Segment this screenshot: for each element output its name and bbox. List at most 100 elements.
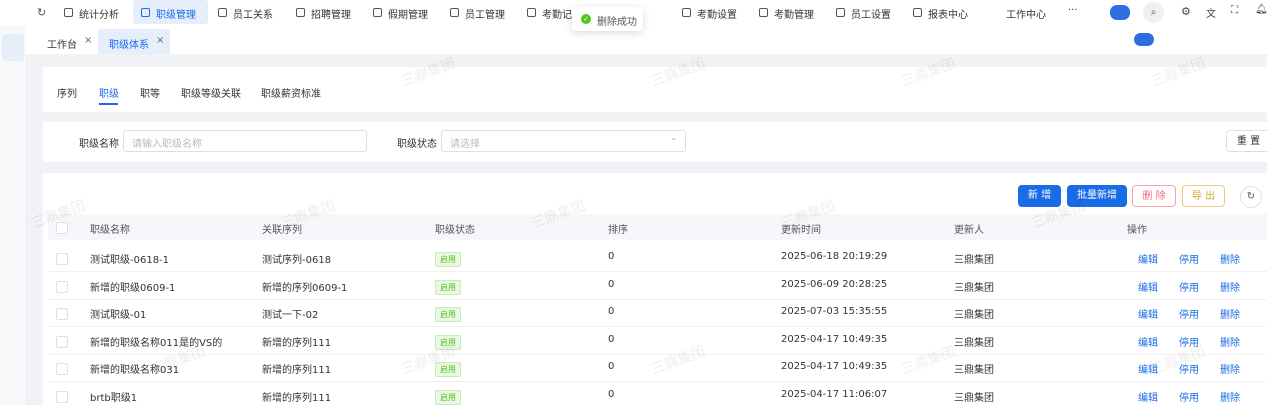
sub-tab[interactable]: 职级等级关联 — [181, 89, 241, 100]
row-checkbox[interactable] — [56, 335, 68, 348]
row-checkbox[interactable] — [56, 363, 68, 376]
nav-item[interactable]: 考勤记 — [542, 10, 572, 21]
cell: 测试一下-02 — [262, 310, 319, 322]
row-action[interactable]: 编辑 — [1138, 393, 1158, 404]
cell: 2025-04-17 10:49:35 — [781, 333, 888, 345]
sub-tab[interactable]: 职等 — [140, 89, 160, 100]
sidebar — [0, 26, 27, 405]
status-tag: 启用 — [435, 279, 461, 295]
nav-item[interactable]: 考勤设置 — [697, 10, 737, 21]
cell: 三鼎集团 — [954, 337, 994, 349]
sub-tab-card — [43, 67, 1267, 112]
row-checkbox[interactable] — [56, 391, 68, 403]
row-action[interactable]: 删除 — [1220, 337, 1240, 349]
cell: 新增的序列111 — [262, 393, 332, 404]
sidebar-item[interactable] — [2, 34, 24, 61]
nav-item[interactable]: 假期管理 — [388, 10, 428, 21]
tab-close[interactable]: × — [156, 35, 165, 46]
add-button[interactable]: 新 增 — [1018, 185, 1061, 207]
column-header: 更新人 — [954, 225, 984, 236]
name-input[interactable] — [123, 130, 367, 152]
cell: 测试职级-01 — [90, 310, 147, 322]
status-tag: 启用 — [435, 390, 461, 405]
row-action[interactable]: 编辑 — [1138, 255, 1158, 266]
row-action[interactable]: 停用 — [1179, 282, 1199, 294]
row-action[interactable]: 删除 — [1220, 393, 1240, 404]
nav-item[interactable]: 工作中心 — [1006, 10, 1046, 21]
cell: 三鼎集团 — [954, 365, 994, 377]
nav-more[interactable]: ··· — [1068, 5, 1078, 16]
nav-icon — [64, 8, 73, 17]
row-checkbox[interactable] — [56, 308, 68, 321]
cell: 0 — [608, 278, 615, 290]
nav-item[interactable]: 报表中心 — [928, 10, 968, 21]
nav-icon — [913, 8, 922, 17]
sub-tab[interactable]: 职级 — [99, 89, 119, 100]
refresh-icon[interactable]: ↻ — [37, 6, 47, 19]
nav-icon — [296, 8, 305, 17]
row-divider — [48, 298, 1267, 300]
row-divider — [48, 326, 1267, 328]
row-action[interactable]: 编辑 — [1138, 337, 1158, 349]
nav-icon — [682, 8, 691, 17]
cell: 测试序列-0618 — [262, 255, 332, 266]
assistant-icon[interactable] — [1110, 5, 1130, 20]
cell: brtb职级1 — [90, 393, 138, 404]
tab-label[interactable]: 职级体系 — [109, 40, 149, 51]
input-placeholder: 请输入职级名称 — [132, 139, 202, 150]
status-select[interactable] — [441, 130, 686, 152]
row-action[interactable]: 删除 — [1220, 255, 1240, 266]
fullscreen-icon[interactable]: ⛶ — [1231, 5, 1238, 16]
reset-button[interactable]: 重 置 — [1226, 130, 1267, 152]
row-checkbox[interactable] — [56, 280, 68, 293]
row-checkbox[interactable] — [56, 253, 68, 265]
status-tag: 启用 — [435, 362, 461, 378]
nav-icon — [373, 8, 382, 17]
translate-icon[interactable]: 文 — [1206, 9, 1216, 20]
status-tag: 启用 — [435, 334, 461, 350]
tab-bar — [26, 26, 1267, 54]
search-icon[interactable]: ⌕ — [1143, 2, 1164, 23]
header-checkbox[interactable] — [56, 222, 68, 234]
export-button[interactable]: 导 出 — [1182, 185, 1225, 207]
nav-item[interactable]: 考勤管理 — [774, 10, 814, 21]
row-action[interactable]: 停用 — [1179, 337, 1199, 349]
row-action[interactable]: 编辑 — [1138, 310, 1158, 322]
nav-item[interactable]: 员工管理 — [465, 10, 505, 21]
row-action[interactable]: 停用 — [1179, 255, 1199, 266]
row-action[interactable]: 编辑 — [1138, 282, 1158, 294]
tab-active-bg — [98, 29, 170, 54]
row-divider — [48, 271, 1267, 272]
sub-tab[interactable]: 职级薪资标准 — [261, 89, 321, 100]
delete-button[interactable]: 删 除 — [1132, 185, 1176, 207]
assistant-float[interactable] — [1134, 33, 1154, 46]
tab-label[interactable]: 工作台 — [47, 40, 77, 51]
bell-icon[interactable]: 🔔︎ — [1255, 4, 1267, 15]
row-action[interactable]: 删除 — [1220, 365, 1240, 377]
filter-label: 职级名称 — [79, 139, 119, 150]
cell: 新增的职级名称031 — [90, 365, 180, 377]
nav-item[interactable]: 招聘管理 — [311, 10, 351, 21]
refresh-button[interactable]: ↻ — [1240, 186, 1262, 208]
cell: 0 — [608, 389, 615, 400]
sub-tab[interactable]: 序列 — [57, 89, 77, 100]
column-header: 职级名称 — [90, 225, 130, 236]
row-action[interactable]: 编辑 — [1138, 365, 1158, 377]
row-action[interactable]: 删除 — [1220, 282, 1240, 294]
nav-item[interactable]: 职级管理 — [156, 10, 196, 21]
batch-add-button[interactable]: 批量新增 — [1067, 185, 1127, 207]
cell: 三鼎集团 — [954, 393, 994, 404]
nav-item[interactable]: 统计分析 — [79, 10, 119, 21]
nav-icon — [450, 8, 459, 17]
row-action[interactable]: 删除 — [1220, 310, 1240, 322]
nav-item[interactable]: 员工设置 — [851, 10, 891, 21]
row-action[interactable]: 停用 — [1179, 365, 1199, 377]
settings-icon[interactable]: ⚙ — [1181, 5, 1191, 18]
tab-close[interactable]: × — [84, 35, 93, 46]
select-placeholder: 请选择 — [450, 139, 480, 150]
row-action[interactable]: 停用 — [1179, 310, 1199, 322]
sub-tab-indicator — [99, 103, 118, 105]
nav-item[interactable]: 员工关系 — [233, 10, 273, 21]
row-action[interactable]: 停用 — [1179, 393, 1199, 404]
